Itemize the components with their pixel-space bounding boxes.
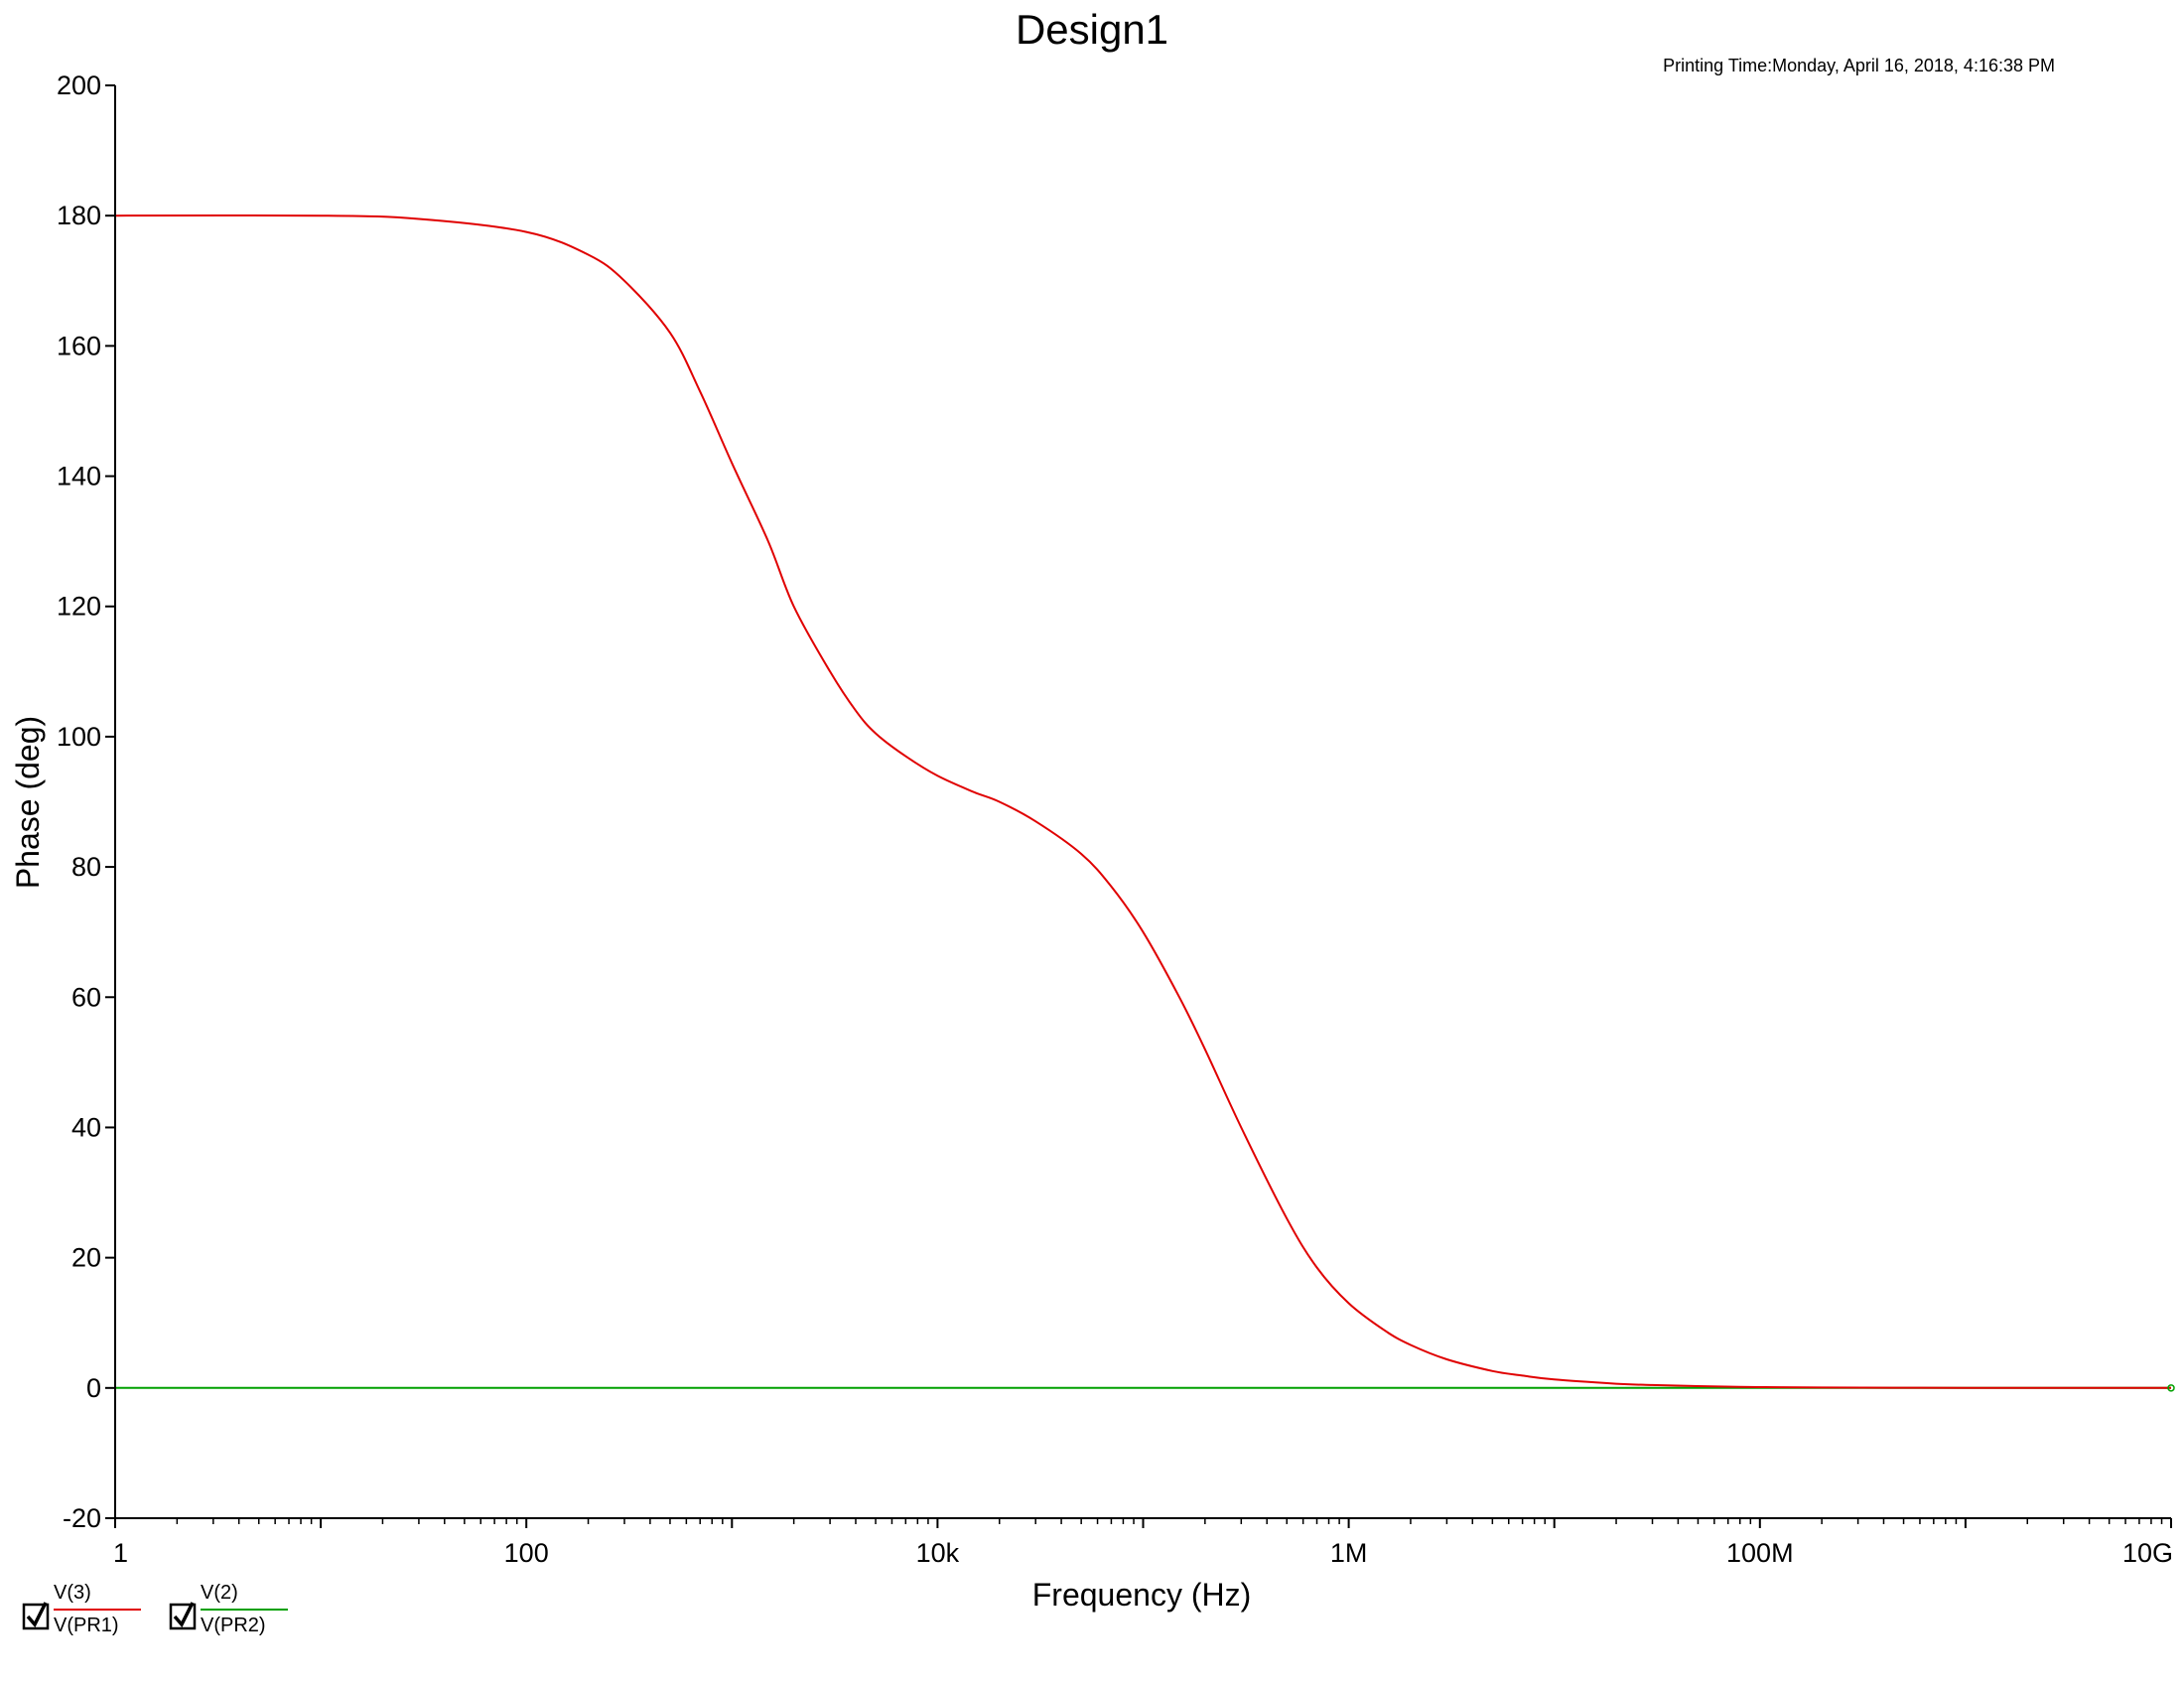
y-tick-label: 140 [57, 462, 101, 492]
series-end-marker [2167, 1384, 2175, 1392]
y-tick-label: -20 [63, 1503, 101, 1533]
y-tick-label: 80 [71, 852, 101, 882]
legend-entry[interactable]: V(3) V(PR1) [22, 1582, 141, 1636]
plot-series [114, 213, 2175, 1392]
x-tick-label: 100M [1726, 1538, 1794, 1568]
printing-time: Printing Time:Monday, April 16, 2018, 4:… [1663, 56, 2055, 75]
y-tick-label: 160 [57, 331, 101, 360]
legend-numerator: V(2) [201, 1582, 238, 1604]
x-ticks: 1 100 10k 1M 100M 10G [113, 1518, 2173, 1568]
y-tick-label: 60 [71, 982, 101, 1012]
y-axis-label: Phase (deg) [10, 716, 46, 889]
x-axis-label: Frequency (Hz) [1032, 1577, 1252, 1613]
legend-denominator: V(PR1) [54, 1615, 119, 1636]
chart-title: Design1 [1016, 6, 1168, 53]
y-tick-label: 120 [57, 592, 101, 622]
y-tick-label: 100 [57, 722, 101, 752]
legend-denominator: V(PR2) [201, 1615, 266, 1636]
y-tick-label: 0 [86, 1373, 101, 1403]
y-tick-label: 20 [71, 1243, 101, 1273]
x-tick-label: 100 [504, 1538, 549, 1568]
series-line [114, 213, 2172, 1389]
y-tick-label: 200 [57, 70, 101, 100]
x-tick-label: 1 [113, 1538, 128, 1568]
x-tick-label: 10G [2122, 1538, 2173, 1568]
x-tick-label: 1M [1330, 1538, 1368, 1568]
y-tick-label: 40 [71, 1112, 101, 1142]
x-tick-label: 10k [916, 1538, 960, 1568]
legend-numerator: V(3) [54, 1582, 91, 1604]
checkmark-icon [173, 1602, 195, 1628]
legend: V(3) V(PR1) V(2) V(PR2) [22, 1582, 288, 1636]
checkmark-icon [26, 1602, 48, 1628]
y-tick-label: 180 [57, 201, 101, 230]
legend-entry[interactable]: V(2) V(PR2) [169, 1582, 288, 1636]
